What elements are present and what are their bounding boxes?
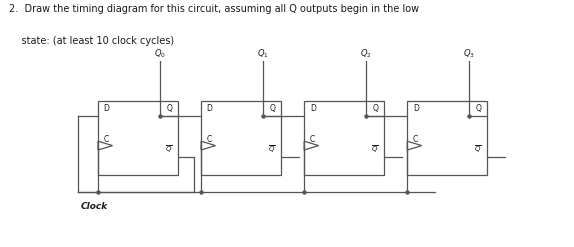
- Text: state: (at least 10 clock cycles): state: (at least 10 clock cycles): [9, 36, 174, 46]
- Text: Q: Q: [270, 104, 276, 113]
- Text: D: D: [104, 104, 110, 113]
- Text: Q: Q: [373, 104, 379, 113]
- Text: Q: Q: [166, 104, 173, 113]
- Text: $\overline{Q}$: $\overline{Q}$: [371, 144, 379, 155]
- Text: Clock: Clock: [81, 202, 108, 211]
- Text: C: C: [310, 135, 315, 144]
- Text: $Q_2$: $Q_2$: [360, 47, 372, 60]
- Text: D: D: [207, 104, 212, 113]
- Text: C: C: [207, 135, 212, 144]
- Text: C: C: [104, 135, 109, 144]
- Text: Q: Q: [476, 104, 482, 113]
- Text: 2.  Draw the timing diagram for this circuit, assuming all Q outputs begin in th: 2. Draw the timing diagram for this circ…: [9, 4, 420, 14]
- Text: $Q_1$: $Q_1$: [257, 47, 269, 60]
- Text: $\overline{Q}$: $\overline{Q}$: [165, 144, 173, 155]
- Text: $\overline{Q}$: $\overline{Q}$: [268, 144, 276, 155]
- Text: C: C: [413, 135, 418, 144]
- Text: D: D: [413, 104, 419, 113]
- Text: D: D: [310, 104, 316, 113]
- Text: $Q_0$: $Q_0$: [154, 47, 166, 60]
- Text: $\overline{Q}$: $\overline{Q}$: [474, 144, 482, 155]
- Text: $Q_3$: $Q_3$: [463, 47, 475, 60]
